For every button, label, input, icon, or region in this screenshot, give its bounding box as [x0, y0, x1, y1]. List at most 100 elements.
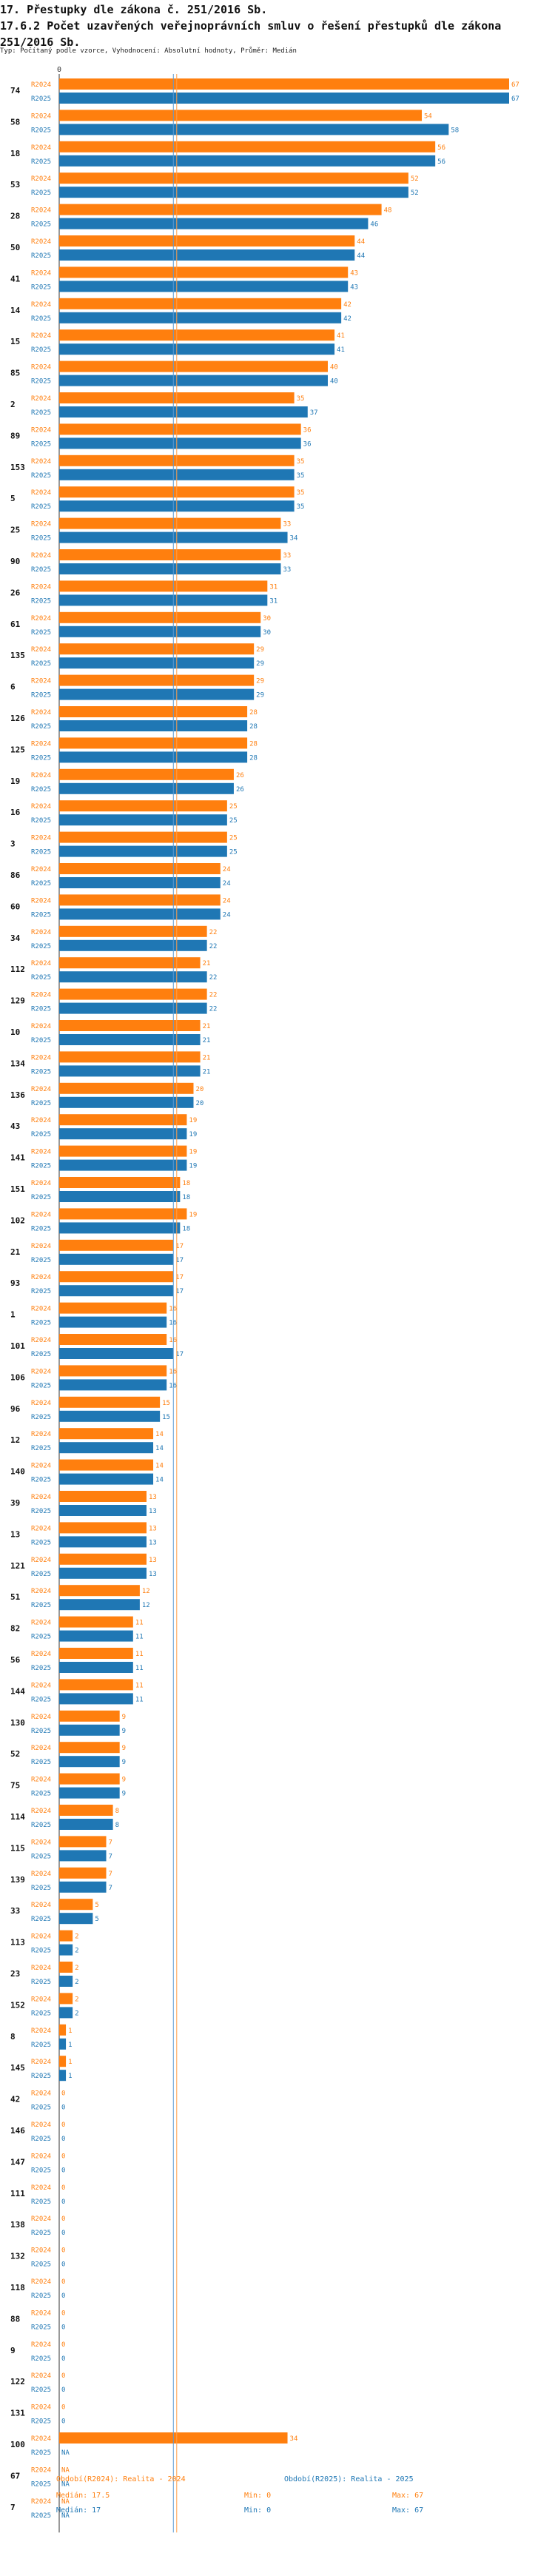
data-label: 17 — [175, 1288, 184, 1295]
data-label: 24 — [223, 880, 231, 888]
bar-r2025 — [59, 1850, 107, 1862]
bar-r2025 — [59, 720, 248, 731]
series-label: R2025 — [31, 1477, 51, 1484]
series-label: R2024 — [31, 2027, 51, 2035]
bar-r2024 — [59, 1930, 73, 1942]
bar-r2024 — [59, 1082, 194, 1094]
legend-r2024-median: Medián: 17.5 — [56, 2492, 110, 2500]
bar-r2025 — [59, 406, 308, 417]
data-label: 35 — [297, 489, 305, 497]
bar-r2025 — [59, 625, 261, 637]
category-label: 6 — [10, 682, 16, 692]
series-label: R2024 — [31, 740, 51, 748]
category-label: 19 — [10, 777, 20, 786]
bar-r2024 — [59, 1710, 120, 1722]
category-label: 67 — [10, 2471, 20, 2481]
category-label: 146 — [10, 2126, 25, 2136]
category-label: 115 — [10, 1843, 25, 1853]
category-label: 122 — [10, 2377, 25, 2387]
data-label: 29 — [256, 678, 264, 685]
data-label: 21 — [203, 960, 211, 967]
series-label: R2024 — [31, 1368, 51, 1375]
series-label: R2024 — [31, 615, 51, 623]
bar-r2025 — [59, 1787, 120, 1799]
series-label: R2024 — [31, 1494, 51, 1501]
category-label: 39 — [10, 1498, 20, 1508]
bar-r2025 — [59, 1096, 194, 1108]
data-label: 11 — [135, 1651, 144, 1658]
data-label: 2 — [75, 2010, 78, 2017]
bar-r2025 — [59, 437, 301, 449]
category-label: 5 — [10, 494, 16, 503]
bar-r2024 — [59, 423, 301, 435]
data-label: 35 — [297, 503, 305, 511]
legend-r2025-max: Max: 67 — [392, 2506, 424, 2515]
series-label: R2025 — [31, 2104, 51, 2112]
series-label: R2024 — [31, 897, 51, 905]
category-label: 15 — [10, 337, 20, 346]
series-label: R2024 — [31, 144, 51, 152]
category-label: 51 — [10, 1592, 21, 1602]
bar-r2024 — [59, 1836, 107, 1848]
series-label: R2024 — [31, 1149, 51, 1156]
data-label: 1 — [68, 2027, 72, 2035]
data-label: 11 — [135, 1665, 144, 1672]
series-label: R2024 — [31, 238, 51, 246]
data-label: 13 — [149, 1571, 157, 1578]
category-label: 53 — [10, 180, 20, 189]
series-label: R2024 — [31, 1463, 51, 1470]
data-label: 0 — [61, 2230, 65, 2237]
category-label: 130 — [10, 1718, 25, 1728]
series-label: R2024 — [31, 1996, 51, 2003]
data-label: 35 — [297, 472, 305, 480]
series-label: R2024 — [31, 772, 51, 779]
bar-r2025 — [59, 1944, 73, 1956]
data-label: 7 — [109, 1871, 112, 1878]
data-label: 0 — [61, 2372, 65, 2380]
category-label: 135 — [10, 651, 25, 660]
series-label: R2025 — [31, 2167, 51, 2174]
bar-r2025 — [59, 1536, 147, 1548]
bar-r2025 — [59, 657, 255, 669]
category-label: 12 — [10, 1435, 20, 1445]
series-label: R2025 — [31, 1853, 51, 1860]
series-label: R2024 — [31, 1682, 51, 1689]
legend-r2025-median: Medián: 17 — [56, 2506, 101, 2515]
data-label: 7 — [109, 1853, 112, 1860]
data-label: 67 — [511, 95, 519, 103]
bar-r2024 — [59, 1679, 133, 1691]
series-label: R2025 — [31, 692, 51, 700]
data-label: 21 — [203, 1023, 211, 1030]
series-label: R2025 — [31, 754, 51, 762]
bar-r2025 — [59, 218, 369, 229]
data-label: 28 — [249, 754, 258, 762]
data-label: 2 — [75, 1996, 78, 2003]
series-label: R2025 — [31, 974, 51, 982]
series-label: R2025 — [31, 2136, 51, 2143]
data-label: 5 — [95, 1916, 98, 1923]
category-label: 61 — [10, 620, 21, 629]
series-label: R2024 — [31, 458, 51, 466]
data-label: 9 — [122, 1791, 126, 1798]
bar-r2025 — [59, 1693, 133, 1705]
series-label: R2025 — [31, 503, 51, 511]
data-label: 30 — [263, 629, 271, 637]
data-label: 54 — [424, 113, 432, 120]
category-label: 145 — [10, 2063, 25, 2073]
bar-r2024 — [59, 1208, 187, 1220]
series-label: R2024 — [31, 1620, 51, 1627]
bar-r2024 — [59, 1993, 73, 2005]
series-label: R2024 — [31, 113, 51, 120]
bar-r2024 — [59, 266, 349, 278]
series-label: R2024 — [31, 1965, 51, 1972]
bar-r2025 — [59, 1976, 73, 1987]
series-label: R2024 — [31, 1525, 51, 1532]
data-label: 0 — [61, 2324, 65, 2331]
data-label: 1 — [68, 2059, 72, 2066]
bar-r2024 — [59, 1334, 167, 1345]
data-label: 13 — [149, 1539, 157, 1546]
data-label: 26 — [236, 786, 244, 794]
series-label: R2025 — [31, 660, 51, 668]
series-label: R2025 — [31, 378, 51, 386]
